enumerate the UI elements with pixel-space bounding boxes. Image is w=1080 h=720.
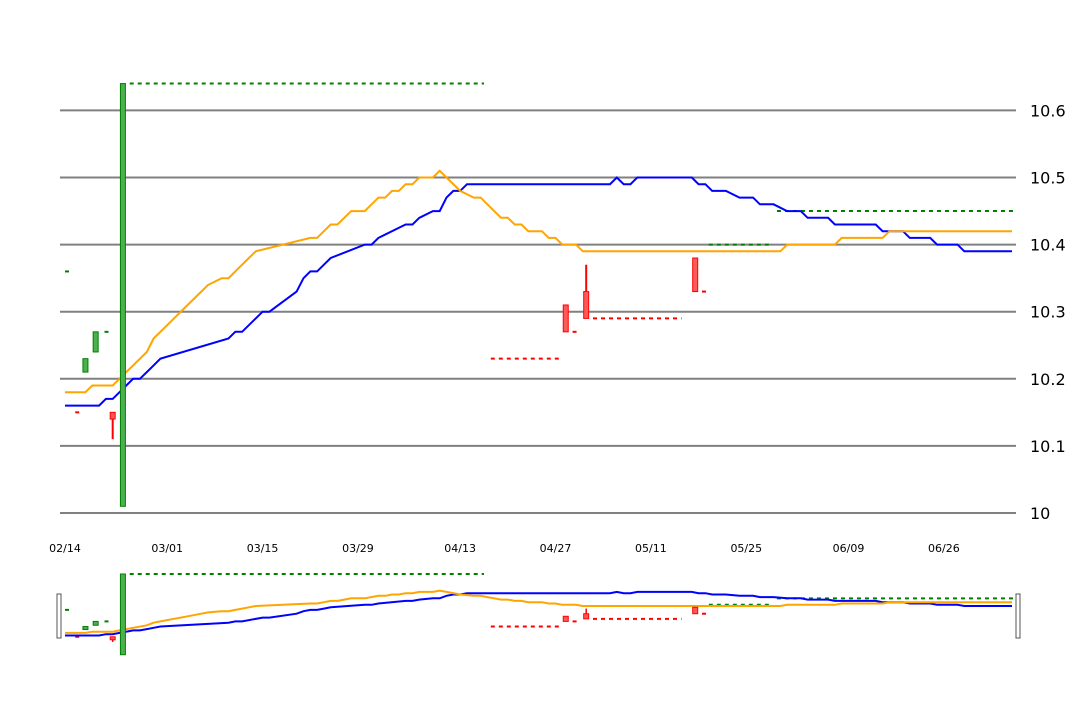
indicator-line xyxy=(65,169,1012,394)
navigator-line xyxy=(65,590,1012,637)
y-tick-label: 10.1 xyxy=(1030,437,1066,456)
navigator-candle xyxy=(562,615,569,622)
x-tick-label: 03/29 xyxy=(342,542,374,555)
x-tick-label: 03/15 xyxy=(247,542,279,555)
x-tick-label: 04/13 xyxy=(444,542,476,555)
candle xyxy=(109,411,116,420)
y-axis: 10 10.1 10.2 10.3 10.4 10.5 10.6 xyxy=(1030,101,1066,523)
indicator-lines xyxy=(65,169,1012,407)
x-tick-label: 02/14 xyxy=(49,542,81,555)
candles xyxy=(82,83,699,507)
x-tick-label: 04/27 xyxy=(540,542,572,555)
navigator-candle xyxy=(583,613,590,620)
candle xyxy=(92,331,99,353)
navigator-candle xyxy=(82,626,89,631)
indicator-line xyxy=(65,176,1012,407)
navigator-candle xyxy=(692,606,699,615)
x-tick-label: 06/09 xyxy=(833,542,865,555)
candle xyxy=(119,83,126,507)
x-axis: 02/14 03/01 03/15 03/29 04/13 04/27 05/11 05/25… xyxy=(49,542,960,555)
navigator-line xyxy=(65,589,1012,634)
x-tick-label: 05/25 xyxy=(730,542,762,555)
y-tick-label: 10 xyxy=(1030,504,1050,523)
navigator-panel[interactable] xyxy=(56,573,1021,656)
navigator-candle xyxy=(109,636,116,641)
x-tick-label: 03/01 xyxy=(151,542,183,555)
candle xyxy=(82,358,89,373)
y-tick-label: 10.3 xyxy=(1030,303,1066,322)
y-tick-label: 10.2 xyxy=(1030,370,1066,389)
x-tick-label: 05/11 xyxy=(635,542,667,555)
x-tick-label: 06/26 xyxy=(928,542,960,555)
y-tick-label: 10.5 xyxy=(1030,169,1066,188)
grid-lines xyxy=(60,109,1016,514)
y-tick-label: 10.4 xyxy=(1030,236,1066,255)
candle xyxy=(562,304,569,333)
navigator-right-handle[interactable] xyxy=(1015,593,1021,639)
navigator-candle xyxy=(92,620,99,626)
candle xyxy=(692,257,699,293)
candle xyxy=(583,291,590,319)
price-levels xyxy=(65,82,1016,414)
navigator-left-handle[interactable] xyxy=(56,593,62,639)
y-tick-label: 10.6 xyxy=(1030,101,1066,120)
navigator-candle xyxy=(119,573,126,656)
